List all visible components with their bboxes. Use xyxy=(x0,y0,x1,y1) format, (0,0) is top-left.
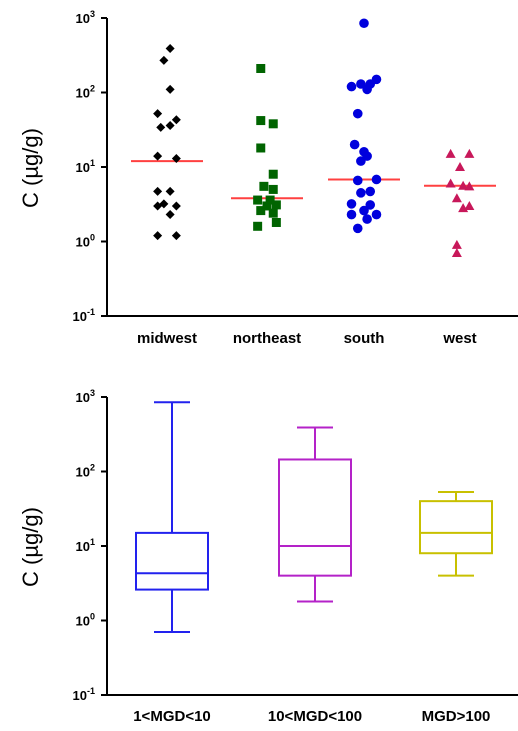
category-label-west: west xyxy=(442,330,476,347)
data-point-west xyxy=(445,178,456,188)
data-point-northeast xyxy=(253,221,263,231)
data-point-south xyxy=(346,199,357,209)
data-point-midwest xyxy=(165,43,175,53)
data-point-west xyxy=(455,162,465,171)
scatter-panel: C (µg/g) 103 102 101 100 10-1 midwest northe… xyxy=(18,9,518,347)
scatter-category-labels: midwest northeast south west xyxy=(137,330,477,347)
category-label-south: south xyxy=(344,330,385,347)
data-point-west xyxy=(464,148,475,158)
y-tick-label: 10-1 xyxy=(73,307,95,324)
data-point-northeast xyxy=(271,217,281,227)
y-tick-label: 103 xyxy=(76,388,95,405)
data-point-midwest xyxy=(171,231,181,241)
data-point-northeast xyxy=(262,201,272,211)
data-point-west xyxy=(458,203,469,213)
data-point-midwest xyxy=(165,210,175,220)
data-point-south xyxy=(362,214,372,224)
y-tick-label: 102 xyxy=(76,84,95,101)
data-point-northeast xyxy=(268,169,278,179)
data-point-south xyxy=(349,139,360,150)
category-label-northeast: northeast xyxy=(233,330,301,347)
data-point-south xyxy=(359,205,369,216)
data-point-northeast xyxy=(268,208,278,218)
data-point-south xyxy=(346,81,357,92)
y-tick-label: 10-1 xyxy=(73,686,95,703)
data-point-northeast xyxy=(256,116,266,126)
data-point-northeast xyxy=(268,184,278,194)
data-point-west xyxy=(451,239,462,249)
data-point-northeast xyxy=(268,119,278,129)
data-point-midwest xyxy=(153,201,163,211)
y-tick-label: 100 xyxy=(76,612,95,629)
data-point-south xyxy=(352,108,363,119)
interquartile-box xyxy=(419,500,493,555)
data-point-west xyxy=(445,148,456,158)
data-point-midwest xyxy=(153,151,163,161)
data-point-south xyxy=(365,186,376,197)
data-point-midwest xyxy=(156,122,166,132)
data-point-south xyxy=(371,209,382,220)
data-point-south xyxy=(359,18,369,29)
box-y-axis-title: C (µg/g) xyxy=(18,507,43,587)
scatter-marks xyxy=(131,18,496,258)
y-tick-label: 101 xyxy=(76,537,95,554)
data-point-south xyxy=(352,175,363,186)
data-point-south xyxy=(352,223,363,234)
category-label-midwest: midwest xyxy=(137,330,197,347)
data-point-south xyxy=(371,174,382,185)
data-point-midwest xyxy=(153,109,163,119)
y-tick-label: 103 xyxy=(76,9,95,26)
data-point-south xyxy=(356,156,366,166)
interquartile-box xyxy=(278,458,352,577)
box-y-ticks: 103 102 101 100 10-1 xyxy=(73,388,107,703)
category-label-mgd-10-100: 10<MGD<100 xyxy=(268,708,362,725)
data-point-west xyxy=(464,181,475,191)
data-point-northeast xyxy=(256,63,266,73)
data-point-northeast xyxy=(271,200,281,210)
category-label-mgd-over-100: MGD>100 xyxy=(422,708,491,725)
data-point-west xyxy=(464,200,475,210)
data-point-midwest xyxy=(153,231,163,241)
box-marks xyxy=(135,401,493,634)
data-point-midwest xyxy=(153,186,163,196)
data-point-west xyxy=(458,180,469,190)
y-tick-label: 100 xyxy=(76,233,95,250)
y-tick-label: 102 xyxy=(76,463,95,480)
data-point-south xyxy=(346,209,357,220)
box-1<MGD<10 xyxy=(135,401,209,634)
data-point-northeast xyxy=(265,195,275,205)
data-point-west xyxy=(451,193,462,203)
data-point-midwest xyxy=(165,84,175,94)
data-point-midwest xyxy=(165,186,175,196)
data-point-south xyxy=(365,200,376,210)
data-point-northeast xyxy=(256,206,266,216)
box-category-labels: 1<MGD<10 10<MGD<100 MGD>100 xyxy=(133,708,490,725)
data-point-northeast xyxy=(259,181,269,191)
data-point-midwest xyxy=(171,154,181,164)
box-MGD>100 xyxy=(419,491,493,577)
data-point-south xyxy=(362,84,372,95)
y-tick-label: 101 xyxy=(76,158,95,175)
scatter-y-ticks: 103 102 101 100 10-1 xyxy=(73,9,107,324)
data-point-south xyxy=(356,79,366,89)
data-point-south xyxy=(356,188,366,198)
data-point-midwest xyxy=(165,121,175,131)
data-point-west xyxy=(451,248,462,258)
data-point-northeast xyxy=(256,143,266,153)
data-point-midwest xyxy=(171,115,181,125)
box-panel: C (µg/g) 103 102 101 100 10-1 1<MGD<10 10<MG… xyxy=(18,388,518,725)
data-point-midwest xyxy=(159,55,169,65)
box-10<MGD<100 xyxy=(278,426,352,603)
interquartile-box xyxy=(135,531,209,591)
scatter-y-axis-title: C (µg/g) xyxy=(18,128,43,208)
data-point-midwest xyxy=(171,201,181,211)
data-point-northeast xyxy=(253,195,263,205)
category-label-mgd-1-10: 1<MGD<10 xyxy=(133,708,211,725)
